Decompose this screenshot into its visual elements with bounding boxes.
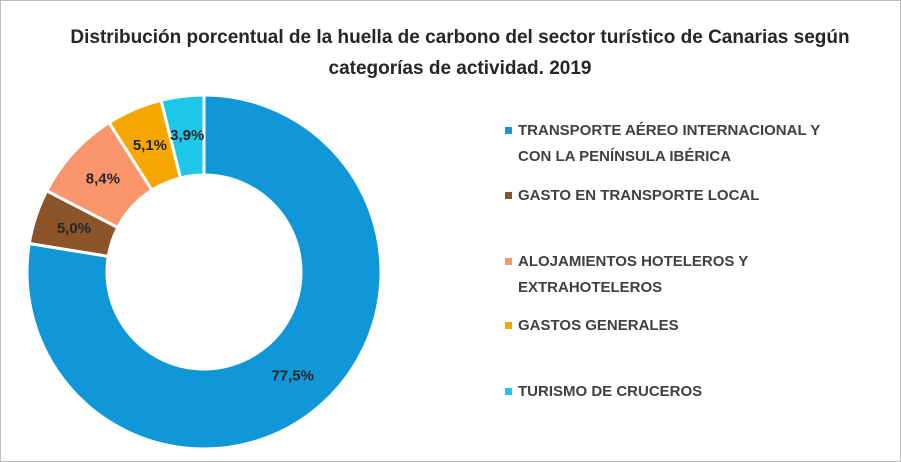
legend-label: GASTOS GENERALES (518, 317, 679, 334)
legend-label: GASTO EN TRANSPORTE LOCAL (518, 187, 760, 204)
legend-item: ALOJAMIENTOS HOTELEROS Y EXTRAHOTELEROS (505, 249, 775, 301)
chart-title: Distribución porcentual de la huella de … (70, 27, 850, 79)
legend-swatch (505, 258, 512, 265)
legend-item: TURISMO DE CRUCEROS (505, 379, 850, 405)
legend-item: GASTOS GENERALES (505, 313, 850, 339)
legend-label: ALOJAMIENTOS HOTELEROS Y EXTRAHOTELEROS (518, 253, 749, 296)
data-label: 77,5% (271, 367, 314, 384)
legend-item: TRANSPORTE AÉREO INTERNACIONAL Y CON LA … (505, 118, 850, 170)
legend-swatch (505, 192, 512, 199)
donut-slice (159, 93, 206, 180)
legend-swatch (505, 322, 512, 329)
legend-swatch (505, 388, 512, 395)
data-label: 5,0% (57, 220, 91, 237)
data-label: 8,4% (86, 171, 120, 188)
legend-item: GASTO EN TRANSPORTE LOCAL (505, 183, 850, 209)
data-label: 5,1% (133, 137, 167, 154)
legend-label: TURISMO DE CRUCEROS (518, 383, 703, 400)
data-label: 3,9% (170, 127, 204, 144)
donut-slice (25, 93, 383, 451)
legend-swatch (505, 127, 512, 134)
legend-label: TRANSPORTE AÉREO INTERNACIONAL Y CON LA … (518, 122, 820, 165)
